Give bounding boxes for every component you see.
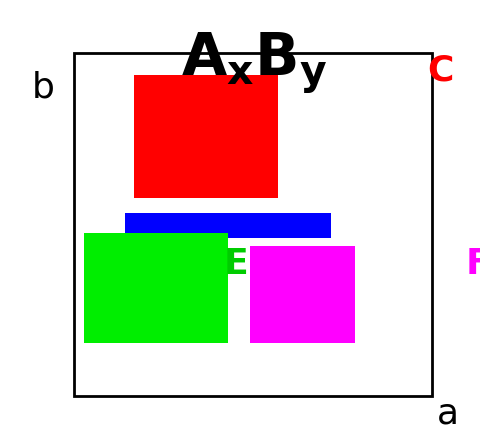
Text: E: E xyxy=(223,247,248,281)
Text: $\mathbf{A_xB_y}$: $\mathbf{A_xB_y}$ xyxy=(181,31,328,97)
Text: C: C xyxy=(427,53,454,88)
Text: b: b xyxy=(32,71,55,105)
Text: F: F xyxy=(466,247,480,281)
Text: a: a xyxy=(437,396,459,431)
